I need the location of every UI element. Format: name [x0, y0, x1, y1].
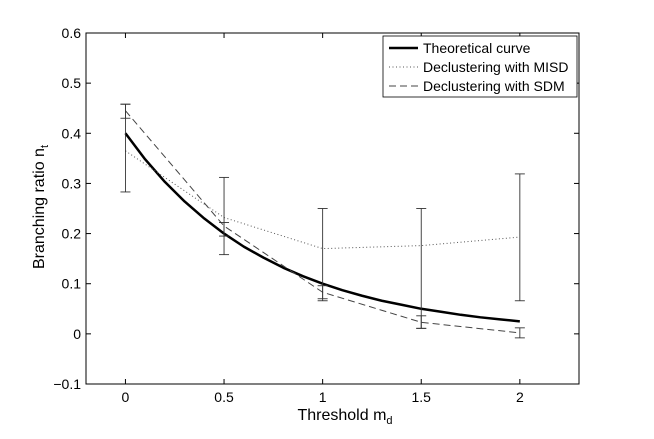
y-tick-label: 0.6	[62, 25, 82, 41]
legend-label-theoretical: Theoretical curve	[423, 40, 531, 56]
series-line-misd	[125, 150, 520, 250]
error-bar	[120, 103, 131, 119]
ticks-layer: 0 0.5 1 1.5 2 −0.1 0 0.1 0.2 0.3 0.4 0.5 0.6	[53, 25, 579, 405]
error-bar	[514, 173, 525, 302]
y-tick-label: 0	[73, 326, 81, 342]
errorbar-layer	[120, 103, 525, 339]
error-bar	[514, 327, 525, 339]
x-axis-label: Threshold md	[297, 407, 392, 427]
x-tick-label: 2	[516, 389, 524, 405]
y-tick-label: 0.2	[62, 226, 82, 242]
error-bar	[317, 285, 328, 300]
x-tick-label: 0	[122, 389, 130, 405]
y-tick-label: 0.3	[62, 175, 82, 191]
y-tick-label: 0.4	[62, 125, 82, 141]
y-tick-label: −0.1	[53, 376, 81, 392]
error-bar	[219, 176, 230, 256]
error-bar	[416, 315, 427, 329]
x-tick-label: 0.5	[214, 389, 234, 405]
y-tick-label: 0.1	[62, 276, 82, 292]
legend-label-misd: Declustering with MISD	[423, 59, 569, 75]
legend-label-sdm: Declustering with SDM	[423, 78, 565, 94]
error-bar	[219, 222, 230, 237]
y-tick-label: 0.5	[62, 75, 82, 91]
x-tick-label: 1.5	[412, 389, 432, 405]
legend: Theoretical curve Declustering with MISD…	[382, 35, 578, 98]
legend-box	[382, 35, 578, 98]
x-tick-label: 1	[319, 389, 327, 405]
y-axis-label: Branching ratio nt	[31, 145, 51, 269]
